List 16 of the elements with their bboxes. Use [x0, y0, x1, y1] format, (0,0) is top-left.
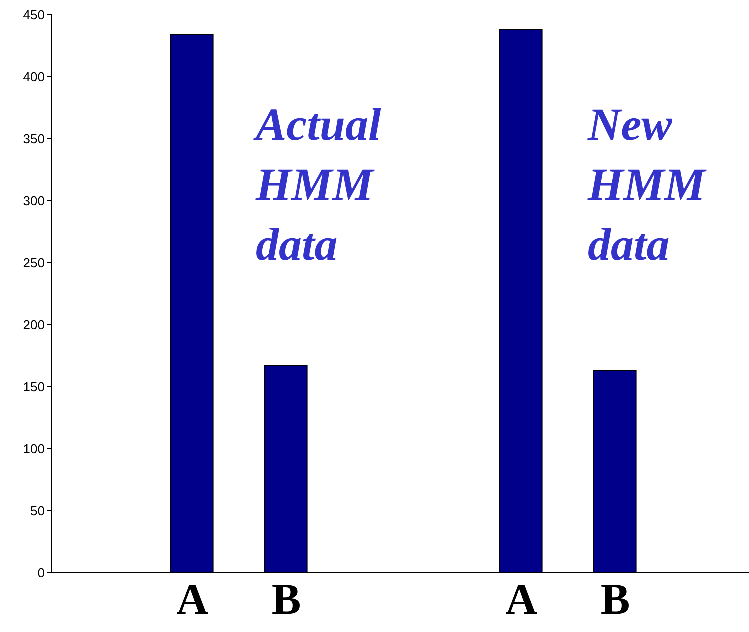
y-tick-label: 200 [23, 318, 45, 333]
y-tick-label: 0 [38, 566, 45, 581]
y-tick-label: 300 [23, 194, 45, 209]
annotation: Actual HMM data [256, 98, 382, 272]
y-tick-label: 450 [23, 8, 45, 23]
y-tick-label: 250 [23, 256, 45, 271]
y-tick-label: 50 [30, 504, 45, 519]
x-tick-label: B [600, 575, 630, 624]
x-tick-label: B [272, 575, 302, 624]
y-tick-label: 400 [23, 70, 45, 85]
y-tick-label: 350 [23, 132, 45, 147]
y-tick-label: 150 [23, 380, 45, 395]
x-tick-label: A [506, 575, 538, 624]
annotation: New HMM data [588, 98, 708, 272]
x-tick-label: A [176, 575, 209, 624]
y-tick-label: 100 [23, 442, 45, 457]
